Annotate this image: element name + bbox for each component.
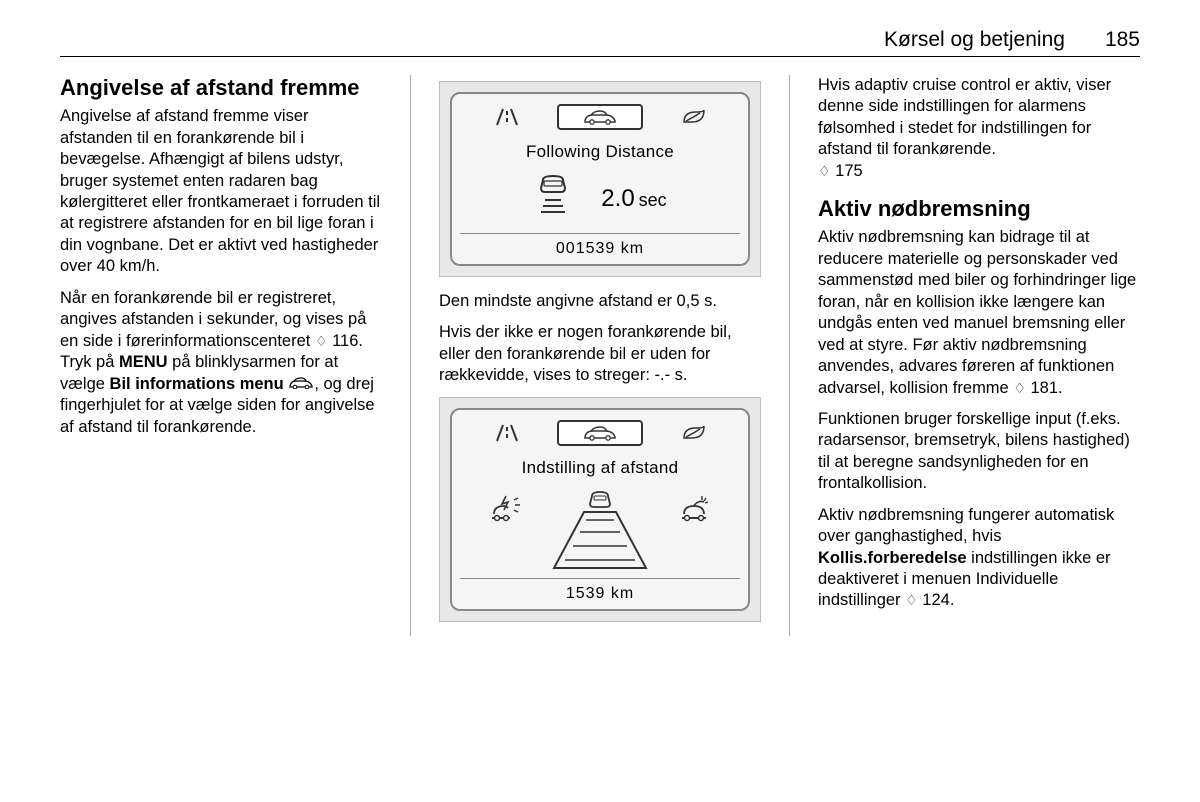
tab-car-icon [557,420,644,446]
odometer: 1539 km [460,578,740,605]
text: Hvis adaptiv cruise control er aktiv, vi… [818,76,1111,158]
paragraph: Aktiv nødbremsning fungerer auto­matisk … [818,505,1140,612]
reference-icon: ♢ [1013,379,1026,397]
paragraph: Den mindste angivne afstand er 0,5 s. [439,291,761,312]
page-reference: 181 [1030,379,1058,397]
car-icon [288,374,314,395]
tab-lane-icon [466,104,549,130]
display-inner: Indstilling af afstand [450,408,750,611]
road-perspective-icon [540,488,660,572]
display-body: 2.0sec [460,170,740,233]
reference-icon: ♢ [818,162,831,180]
column-3: Hvis adaptiv cruise control er aktiv, vi… [818,75,1140,636]
page-header: Kørsel og betjening 185 [60,28,1140,57]
text: Aktiv nødbremsning kan bidrage til at re… [818,228,1136,396]
paragraph: Aktiv nødbremsning kan bidrage til at re… [818,227,1140,399]
page-reference: 124 [922,591,950,609]
text: . [950,591,955,609]
menu-label: MENU [119,353,168,371]
column-1: Angivelse af afstand fremme Angivelse af… [60,75,382,636]
column-2: Following Distance 2. [439,75,761,636]
tab-row [460,102,740,136]
value-number: 2.0 [601,185,634,212]
paragraph: Angivelse af afstand fremme viser afstan… [60,106,382,278]
paragraph: Når en forankørende bil er registreret, … [60,288,382,438]
display-screenshot-2: Indstilling af afstand [439,397,761,622]
display-body [460,486,740,578]
tab-leaf-icon [651,420,734,446]
page-reference: 175 [835,162,863,180]
display-screenshot-1: Following Distance 2. [439,81,761,277]
text: Aktiv nødbremsning fungerer auto­matisk … [818,506,1114,545]
tab-row [460,418,740,452]
paragraph: Hvis adaptiv cruise control er aktiv, vi… [818,75,1140,182]
display-value: 2.0sec [601,185,666,213]
display-inner: Following Distance 2. [450,92,750,266]
car-distance-icon [533,174,573,223]
collision-warn-icon [488,492,526,527]
reference-icon: ♢ [905,591,918,609]
paragraph: Funktionen bruger forskellige input (f.e… [818,409,1140,495]
tab-leaf-icon [651,104,734,130]
section-heading: Aktiv nødbremsning [818,196,1140,221]
header-title: Kørsel og betjening [884,28,1065,52]
column-divider [789,75,790,636]
value-unit: sec [639,190,667,210]
content-columns: Angivelse af afstand fremme Angivelse af… [60,75,1140,636]
page-container: Kørsel og betjening 185 Angivelse af afs… [0,0,1200,802]
section-heading: Angivelse af afstand fremme [60,75,382,100]
column-divider [410,75,411,636]
odometer: 001539 km [460,233,740,260]
tab-lane-icon [466,420,549,446]
display-title: Following Distance [460,136,740,170]
tab-car-icon [557,104,644,130]
display-title: Indstilling af afstand [460,452,740,486]
speed-limit-icon [674,492,712,527]
page-reference: 116 [332,332,358,350]
page-number: 185 [1105,28,1140,52]
menu-name: Bil informations menu [110,375,284,393]
setting-name: Kollis.forberedelse [818,549,967,567]
text: . [1058,379,1063,397]
paragraph: Hvis der ikke er nogen forankørende bil,… [439,322,761,386]
reference-icon: ♢ [315,332,328,350]
